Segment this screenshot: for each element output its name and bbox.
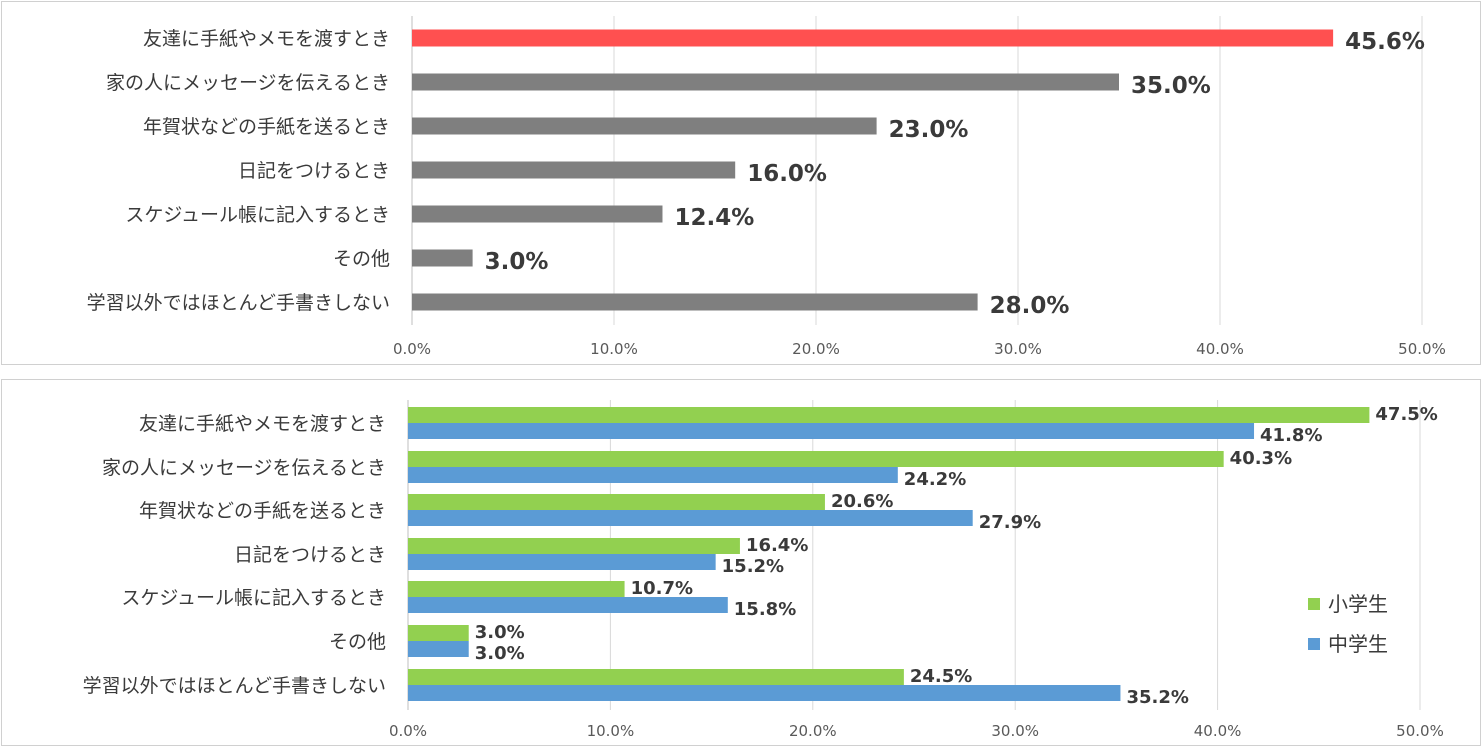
- category-label: 日記をつけるとき: [234, 544, 386, 566]
- bar-junior-high: [408, 641, 469, 657]
- bar: [412, 161, 736, 179]
- bar-elementary: [408, 625, 469, 641]
- bar-junior-high: [408, 510, 973, 526]
- data-label: 45.6%: [1345, 29, 1425, 55]
- bar: [412, 117, 877, 135]
- bar-elementary: [408, 494, 825, 510]
- legend-swatch: [1308, 638, 1320, 650]
- x-tick-label: 30.0%: [994, 340, 1042, 358]
- chart-overall: 0.0% 10.0% 20.0% 30.0% 40.0% 50.0% 友達に手紙やメモを渡す…: [87, 16, 1446, 358]
- chart-by-school: 0.0% 10.0% 20.0% 30.0% 40.0% 50.0% 友達に手紙やメモを渡す…: [83, 400, 1444, 740]
- category-label: スケジュール帳に記入するとき: [121, 587, 386, 609]
- bar-elementary: [408, 538, 740, 554]
- data-label: 41.8%: [1260, 425, 1322, 446]
- bar: [412, 293, 978, 311]
- bar: [412, 29, 1334, 47]
- bar-junior-high: [408, 467, 898, 483]
- data-label: 16.4%: [746, 535, 808, 556]
- category-label: 友達に手紙やメモを渡すとき: [143, 28, 390, 50]
- bar: [412, 73, 1119, 91]
- data-label: 27.9%: [979, 512, 1041, 533]
- x-tick-label: 10.0%: [587, 722, 635, 740]
- category-label: 日記をつけるとき: [238, 160, 390, 182]
- data-label: 40.3%: [1230, 448, 1292, 469]
- bar-junior-high: [408, 685, 1121, 701]
- x-tick-label: 20.0%: [789, 722, 837, 740]
- bar: [412, 205, 663, 223]
- x-tick-label: 50.0%: [1396, 722, 1444, 740]
- x-tick-label: 40.0%: [1196, 340, 1244, 358]
- category-label: その他: [333, 248, 390, 270]
- x-tick-label: 30.0%: [991, 722, 1039, 740]
- data-label: 35.2%: [1126, 687, 1188, 708]
- data-label: 35.0%: [1131, 73, 1211, 99]
- bar-junior-high: [408, 554, 716, 570]
- bar-junior-high: [408, 423, 1255, 439]
- bar: [412, 249, 473, 267]
- category-label: スケジュール帳に記入するとき: [125, 204, 390, 226]
- data-label: 47.5%: [1375, 404, 1437, 425]
- category-label: 家の人にメッセージを伝えるとき: [102, 457, 386, 479]
- data-label: 24.2%: [904, 469, 966, 490]
- category-label: 家の人にメッセージを伝えるとき: [106, 72, 390, 94]
- category-label: 友達に手紙やメモを渡すとき: [139, 413, 386, 435]
- x-tick-label: 10.0%: [590, 340, 638, 358]
- category-label: 年賀状などの手紙を送るとき: [139, 500, 386, 522]
- data-label: 3.0%: [475, 643, 525, 664]
- x-tick-label: 20.0%: [792, 340, 840, 358]
- data-label: 23.0%: [889, 117, 969, 143]
- category-label: その他: [329, 631, 386, 653]
- data-label: 16.0%: [747, 161, 827, 187]
- data-label: 20.6%: [831, 491, 893, 512]
- x-tick-label: 40.0%: [1194, 722, 1242, 740]
- category-label: 年賀状などの手紙を送るとき: [143, 116, 390, 138]
- bar-elementary: [408, 581, 625, 597]
- x-tick-label: 0.0%: [393, 340, 431, 358]
- data-label: 12.4%: [674, 205, 754, 231]
- data-label: 3.0%: [485, 249, 549, 275]
- chart-panel-overall: 0.0% 10.0% 20.0% 30.0% 40.0% 50.0% 友達に手紙やメモを渡す…: [1, 1, 1481, 365]
- bar-junior-high: [408, 597, 728, 613]
- data-label: 15.8%: [734, 599, 796, 620]
- legend-label: 小学生: [1328, 592, 1388, 616]
- x-tick-label: 0.0%: [389, 722, 427, 740]
- data-label: 28.0%: [990, 293, 1070, 319]
- chart-panel-by-school: 0.0% 10.0% 20.0% 30.0% 40.0% 50.0% 友達に手紙やメモを渡す…: [1, 379, 1481, 746]
- legend-swatch: [1308, 598, 1320, 610]
- data-label: 3.0%: [475, 622, 525, 643]
- data-label: 24.5%: [910, 666, 972, 687]
- data-label: 10.7%: [631, 578, 693, 599]
- data-label: 15.2%: [722, 556, 784, 577]
- bar-elementary: [408, 407, 1370, 423]
- bar-elementary: [408, 451, 1224, 467]
- legend-label: 中学生: [1328, 632, 1388, 656]
- category-label: 学習以外ではほとんど手書きしない: [83, 675, 386, 697]
- category-label: 学習以外ではほとんど手書きしない: [87, 292, 390, 314]
- bar-elementary: [408, 669, 904, 685]
- x-tick-label: 50.0%: [1398, 340, 1446, 358]
